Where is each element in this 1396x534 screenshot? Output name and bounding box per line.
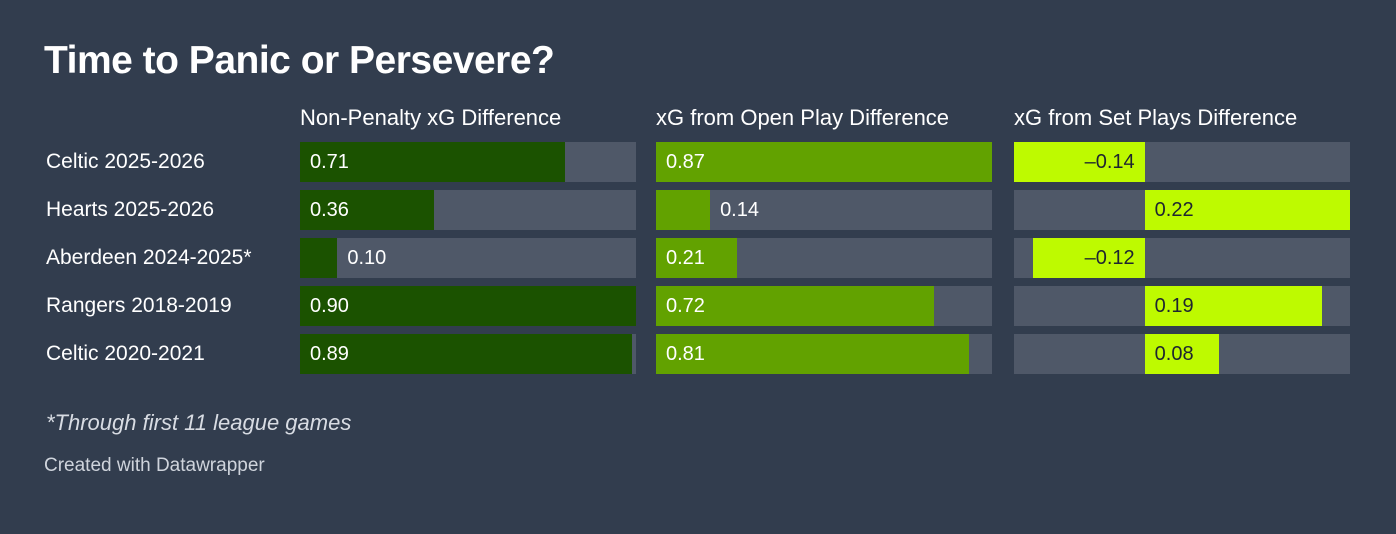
bar-track: 0.22 bbox=[1014, 190, 1350, 230]
bar-track: 0.81 bbox=[656, 334, 992, 374]
row-label: Hearts 2025-2026 bbox=[46, 198, 215, 221]
bar bbox=[300, 334, 633, 374]
column-header: xG from Open Play Difference bbox=[656, 105, 950, 130]
bar bbox=[1014, 142, 1145, 182]
bar bbox=[300, 142, 566, 182]
value-label: 0.14 bbox=[720, 199, 759, 221]
bar-track: 0.36 bbox=[300, 190, 636, 230]
footnote: *Through first 11 league games bbox=[46, 410, 352, 435]
value-label: 0.19 bbox=[1154, 295, 1194, 317]
row-label: Celtic 2020-2021 bbox=[46, 342, 205, 365]
bar-track: 0.71 bbox=[300, 142, 636, 182]
credit-text: Created with Datawrapper bbox=[44, 455, 265, 476]
value-label: 0.87 bbox=[666, 151, 705, 173]
value-label: 0.22 bbox=[1154, 199, 1194, 221]
column-header: xG from Set Plays Difference bbox=[1014, 105, 1298, 130]
row-label: Rangers 2018-2019 bbox=[46, 294, 232, 317]
value-label: 0.21 bbox=[666, 247, 705, 269]
bar-track: –0.12 bbox=[1014, 238, 1350, 278]
bar bbox=[656, 142, 992, 182]
bar bbox=[300, 190, 435, 230]
bar-track: 0.90 bbox=[300, 286, 636, 326]
bar bbox=[300, 286, 636, 326]
row-label: Celtic 2025-2026 bbox=[46, 150, 205, 173]
column-header: Non-Penalty xG Difference bbox=[300, 105, 562, 130]
bar-track: –0.14 bbox=[1014, 142, 1350, 182]
bar bbox=[656, 238, 738, 278]
bar bbox=[1144, 190, 1350, 230]
row-label: Aberdeen 2024-2025* bbox=[46, 246, 252, 269]
bar-track: 0.89 bbox=[300, 334, 636, 374]
bar bbox=[656, 190, 711, 230]
bar bbox=[656, 334, 969, 374]
value-label: 0.81 bbox=[666, 343, 705, 365]
bar-track: 0.21 bbox=[656, 238, 992, 278]
value-label: 0.72 bbox=[666, 295, 705, 317]
bar bbox=[1144, 334, 1220, 374]
value-label: 0.89 bbox=[310, 343, 349, 365]
bar-track: 0.10 bbox=[300, 238, 636, 278]
value-label: 0.10 bbox=[347, 247, 387, 269]
bar-track: 0.14 bbox=[656, 190, 992, 230]
bar bbox=[656, 286, 935, 326]
value-label: 0.36 bbox=[310, 199, 349, 221]
chart-title: Time to Panic or Persevere? bbox=[44, 39, 555, 82]
value-label: 0.90 bbox=[310, 295, 349, 317]
bar-track: 0.08 bbox=[1014, 334, 1350, 374]
value-label: 0.08 bbox=[1154, 343, 1194, 365]
value-label: –0.14 bbox=[1084, 151, 1135, 173]
value-label: –0.12 bbox=[1084, 247, 1135, 269]
bar bbox=[300, 238, 338, 278]
value-label: 0.71 bbox=[310, 151, 349, 173]
bar-track: 0.19 bbox=[1014, 286, 1350, 326]
bar-track: 0.87 bbox=[656, 142, 992, 182]
bar bbox=[1144, 286, 1322, 326]
bar-track: 0.72 bbox=[656, 286, 992, 326]
bar bbox=[1032, 238, 1145, 278]
